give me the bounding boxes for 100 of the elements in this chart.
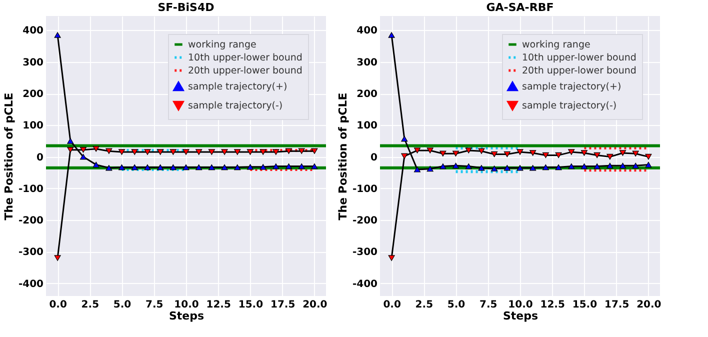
point <box>452 162 460 169</box>
point <box>157 149 164 155</box>
legend-label: working range <box>522 40 590 50</box>
point <box>118 164 126 170</box>
point <box>92 162 100 168</box>
point <box>260 164 266 170</box>
point <box>196 149 202 155</box>
y-tick-label: 100 <box>356 120 378 132</box>
point <box>568 149 575 155</box>
point <box>298 148 305 154</box>
point <box>465 148 472 154</box>
point <box>606 162 614 169</box>
legend-label: 10th upper-lower bound <box>522 52 636 64</box>
y-axis-title: The Position of pCLE <box>336 92 350 220</box>
point <box>106 165 112 171</box>
legend-label: 20th upper-lower bound <box>188 66 302 76</box>
point <box>388 255 395 261</box>
point <box>440 163 446 170</box>
point <box>208 149 215 155</box>
x-axis-title: Steps <box>502 310 538 322</box>
x-tick-label: 10.0 <box>508 300 533 310</box>
point <box>285 163 292 170</box>
legend-label: sample trajectory(+) <box>522 82 622 92</box>
point <box>606 154 614 160</box>
x-tick-label: 7.5 <box>480 300 498 310</box>
y-axis-title: The Position of pCLE <box>2 92 16 220</box>
x-tick-label: 12.5 <box>206 300 231 310</box>
y-tick-label: 400 <box>356 26 378 37</box>
point <box>645 162 652 168</box>
point <box>619 150 626 156</box>
point <box>311 148 318 154</box>
point <box>131 149 138 155</box>
y-tick-label: 200 <box>22 89 44 100</box>
point <box>170 149 176 155</box>
point <box>285 148 292 154</box>
point <box>234 149 241 155</box>
y-tick-label: -300 <box>18 247 44 258</box>
point <box>619 162 626 169</box>
point <box>196 164 202 170</box>
point <box>170 164 176 170</box>
point <box>580 163 588 170</box>
point <box>645 154 652 160</box>
point <box>478 148 485 154</box>
point <box>555 164 562 170</box>
point <box>594 163 600 170</box>
point <box>580 150 588 156</box>
y-tick-label: 400 <box>22 26 44 37</box>
point <box>555 152 562 158</box>
point <box>208 164 215 170</box>
point <box>542 152 549 158</box>
point <box>594 152 600 158</box>
point <box>491 151 498 158</box>
y-tick-label: 0 <box>370 152 378 164</box>
point <box>516 165 524 171</box>
x-tick-label: 17.5 <box>270 300 296 310</box>
x-tick-label: 0.0 <box>383 300 401 310</box>
point <box>504 151 510 158</box>
point <box>568 163 575 170</box>
y-tick-label: 300 <box>22 57 44 68</box>
point <box>92 146 100 152</box>
point <box>221 164 228 170</box>
x-tick-label: 7.5 <box>146 300 164 310</box>
x-tick-label: 2.5 <box>415 300 434 310</box>
y-tick-label: -200 <box>18 216 44 227</box>
point <box>131 164 138 170</box>
point <box>542 164 549 170</box>
chart-title: GA-SA-RBF <box>486 1 554 14</box>
point <box>182 164 190 170</box>
y-tick-label: 200 <box>356 89 378 100</box>
y-tick-label: -300 <box>352 247 378 258</box>
point <box>414 166 421 172</box>
point <box>311 163 318 170</box>
x-tick-label: 0.0 <box>49 300 67 310</box>
point <box>54 255 61 261</box>
point <box>426 166 434 172</box>
x-tick-label: 10.0 <box>174 300 199 310</box>
point <box>426 148 434 154</box>
point <box>478 165 485 171</box>
y-tick-label: 300 <box>356 57 378 68</box>
x-tick-label: 5.0 <box>447 300 466 310</box>
x-axis-title: Steps <box>168 310 204 322</box>
point <box>246 164 254 170</box>
legend-label: sample trajectory(-) <box>522 100 617 112</box>
point <box>298 163 305 170</box>
point <box>144 164 151 170</box>
point <box>401 136 408 142</box>
y-tick-label: 100 <box>22 120 44 132</box>
point <box>106 148 112 154</box>
x-tick-label: 15.0 <box>572 300 598 310</box>
point <box>157 164 164 170</box>
legend-label: sample trajectory(+) <box>188 82 288 92</box>
point <box>118 149 126 155</box>
legend-label: 10th upper-lower bound <box>188 52 302 64</box>
y-tick-label: -400 <box>18 278 44 290</box>
point <box>234 164 241 170</box>
y-tick-label: -200 <box>352 216 378 227</box>
point <box>260 149 266 155</box>
y-tick-label: -100 <box>352 184 378 195</box>
x-tick-label: 5.0 <box>113 300 132 310</box>
point <box>221 149 228 155</box>
